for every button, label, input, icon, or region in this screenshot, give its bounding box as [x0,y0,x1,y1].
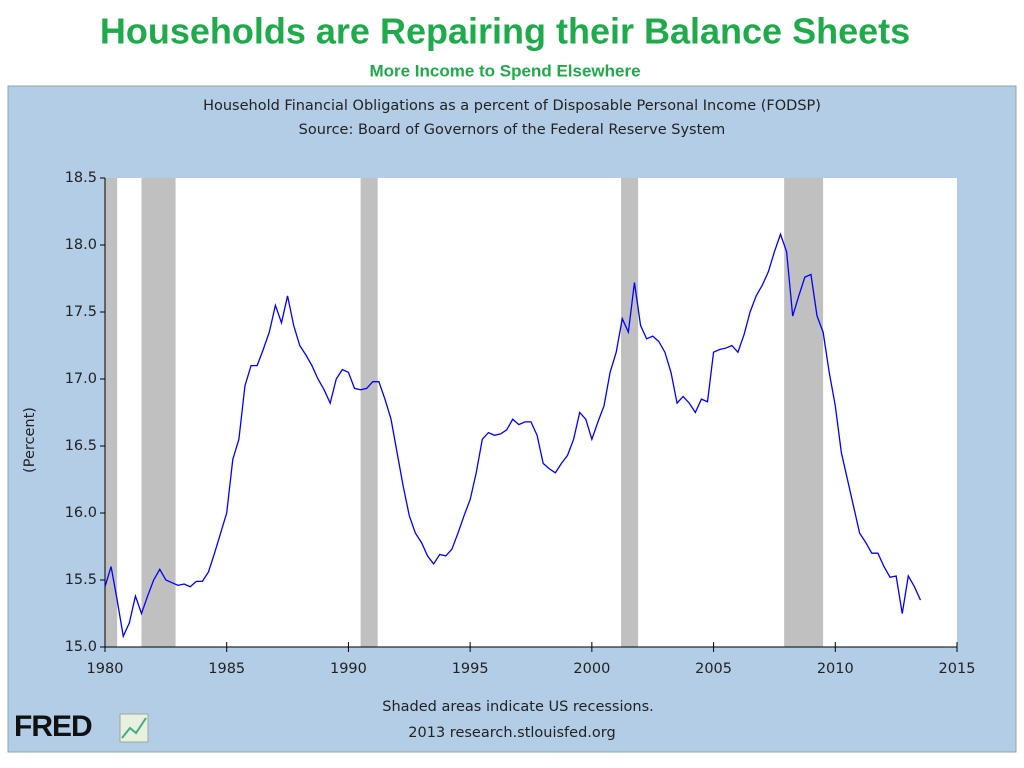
recession-band [360,178,378,647]
chart-title: Household Financial Obligations as a per… [203,98,821,114]
x-tick-label: 1995 [452,661,489,677]
x-tick-label: 2010 [817,661,854,677]
fred-logo: FRED [14,710,92,743]
y-axis-label: (Percent) [22,407,38,473]
footer-source: 2013 research.stlouisfed.org [408,725,615,741]
y-tick-label: 18.0 [65,237,97,253]
y-tick-label: 18.5 [65,170,97,186]
recession-band [784,178,824,647]
y-tick-label: 15.5 [65,572,97,588]
y-tick-label: 17.5 [65,304,97,320]
logo-icon-line [121,717,147,739]
x-tick-label: 2015 [939,661,976,677]
y-tick-label: 16.0 [65,505,97,521]
chart-source: Source: Board of Governors of the Federa… [299,122,726,138]
x-tick-label: 1985 [208,661,245,677]
recession-band [105,178,118,647]
x-tick-label: 2005 [695,661,732,677]
recession-band [621,178,639,647]
data-line [104,232,922,639]
x-tick-label: 1980 [87,661,124,677]
y-tick-label: 16.5 [65,438,97,454]
slide-title: Households are Repairing their Balance S… [100,11,910,52]
logo-icon [119,713,149,743]
x-tick-label: 2000 [573,661,610,677]
x-tick-label: 1990 [330,661,367,677]
y-tick-label: 15.0 [65,639,97,655]
y-tick-label: 17.0 [65,371,97,387]
recession-band [141,178,176,647]
slide-subtitle: More Income to Spend Elsewhere [369,61,640,80]
plot-area [105,178,957,647]
footer-note: Shaded areas indicate US recessions. [382,699,654,715]
